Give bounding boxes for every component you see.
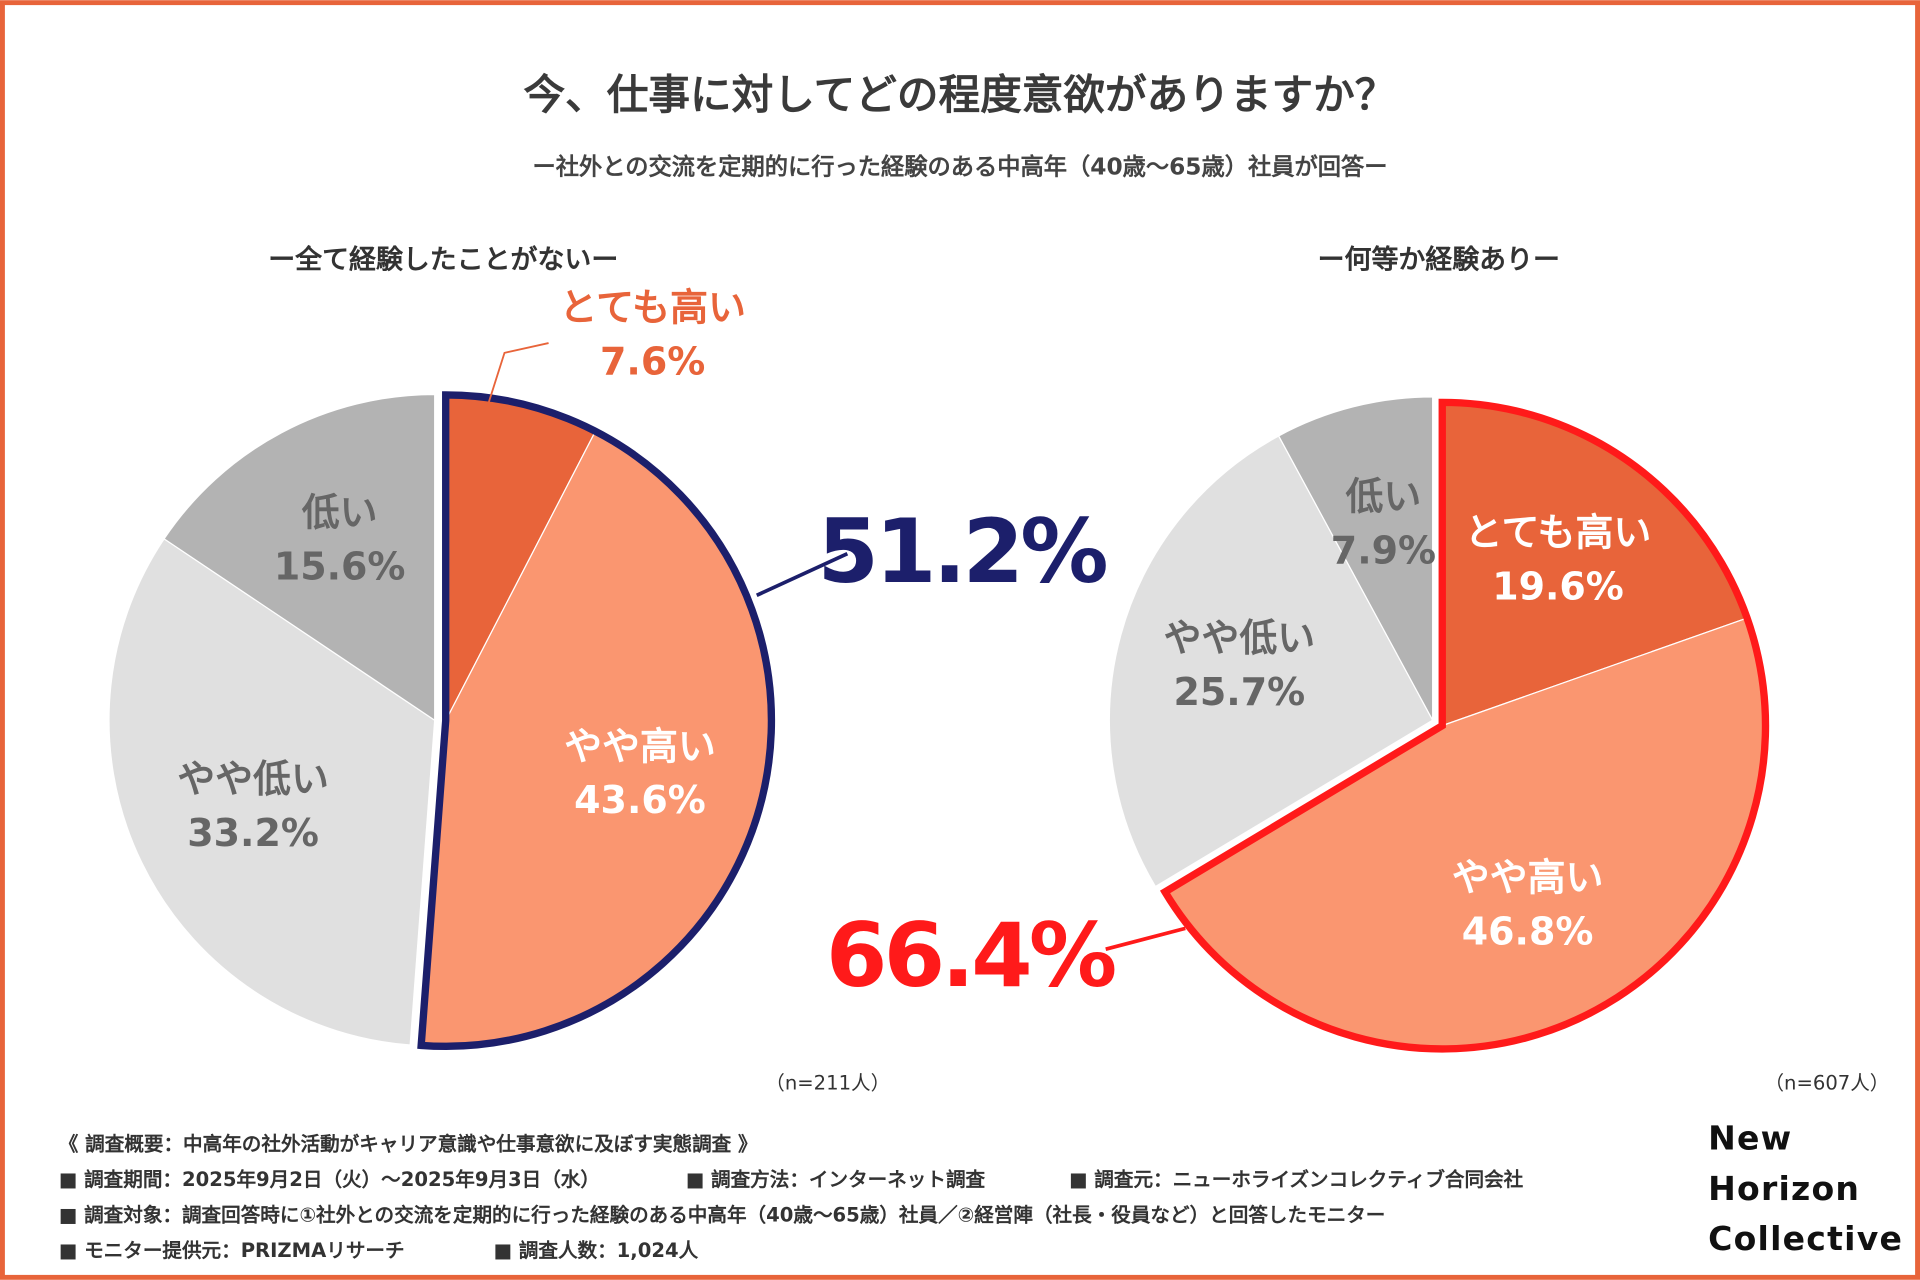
slice-value-label: 7.6% <box>600 339 705 383</box>
sample-note: （n=211人） <box>765 1071 890 1094</box>
footer-heading: 《 調査概要：中高年の社外活動がキャリア意識や仕事意欲に及ぼす実態調査 》 <box>59 1133 758 1156</box>
subtitle: ー社外との交流を定期的に行った経験のある中高年（40歳〜65歳）社員が回答ー <box>533 153 1388 180</box>
slice-category: やや低い <box>177 757 329 801</box>
footer-item: ■ 調査期間：2025年9月2日（火）〜2025年9月3日（水） <box>59 1168 600 1191</box>
slice-value-label: 46.8% <box>1462 909 1594 953</box>
pie-slice <box>108 537 436 1046</box>
slice-value-label: 33.2% <box>187 811 319 855</box>
highlight-leader <box>755 552 849 597</box>
slice-category: とても高い <box>559 286 746 330</box>
slice-value-label: 19.6% <box>1492 564 1624 608</box>
logo-text: New <box>1708 1119 1792 1158</box>
footer-item: ■ 調査方法：インターネット調査 <box>686 1168 986 1191</box>
highlight-leader <box>1105 926 1186 951</box>
slice-category: やや高い <box>564 724 716 768</box>
slice-value-label: 7.9% <box>1331 528 1436 572</box>
highlight-outline <box>417 391 776 1050</box>
pie-slice <box>163 393 436 722</box>
slice-category: とても高い <box>1465 511 1652 555</box>
slice-value-label: 25.7% <box>1174 670 1306 714</box>
slice-category: 低い <box>302 491 378 535</box>
pie-title: ー何等か経験ありー <box>1318 244 1560 276</box>
pie-title: ー全て経験したことがないー <box>268 244 618 276</box>
footer-item: ■ モニター提供元：PRIZMAリサーチ <box>59 1239 405 1262</box>
highlight-label: 51.2% <box>817 500 1106 603</box>
pie-slice <box>1108 435 1434 888</box>
slice-category: やや低い <box>1163 616 1315 660</box>
slice-category: 低い <box>1345 474 1421 518</box>
title: 今、仕事に対してどの程度意欲がありますか？ <box>524 70 1397 119</box>
highlight-outline <box>1159 398 1770 1053</box>
slice-value-label: 43.6% <box>574 778 706 822</box>
footer-item: ■ 調査人数：1,024人 <box>493 1239 698 1262</box>
highlight-label: 66.4% <box>826 904 1115 1007</box>
footer-item: ■ 調査対象：調査回答時に①社外との交流を定期的に行った経験のある中高年（40歳… <box>59 1204 1386 1227</box>
logo-text: Horizon <box>1708 1169 1860 1208</box>
slice-value-label: 15.6% <box>274 544 406 588</box>
sample-note: （n=607人） <box>1764 1071 1889 1094</box>
pie-slice <box>1277 396 1434 721</box>
slice-category: やや高い <box>1452 856 1604 900</box>
footer-item: ■ 調査元：ニューホライズンコレクティブ合同会社 <box>1069 1168 1524 1191</box>
logo-text: Collective <box>1708 1219 1903 1258</box>
leader-line <box>486 342 549 408</box>
